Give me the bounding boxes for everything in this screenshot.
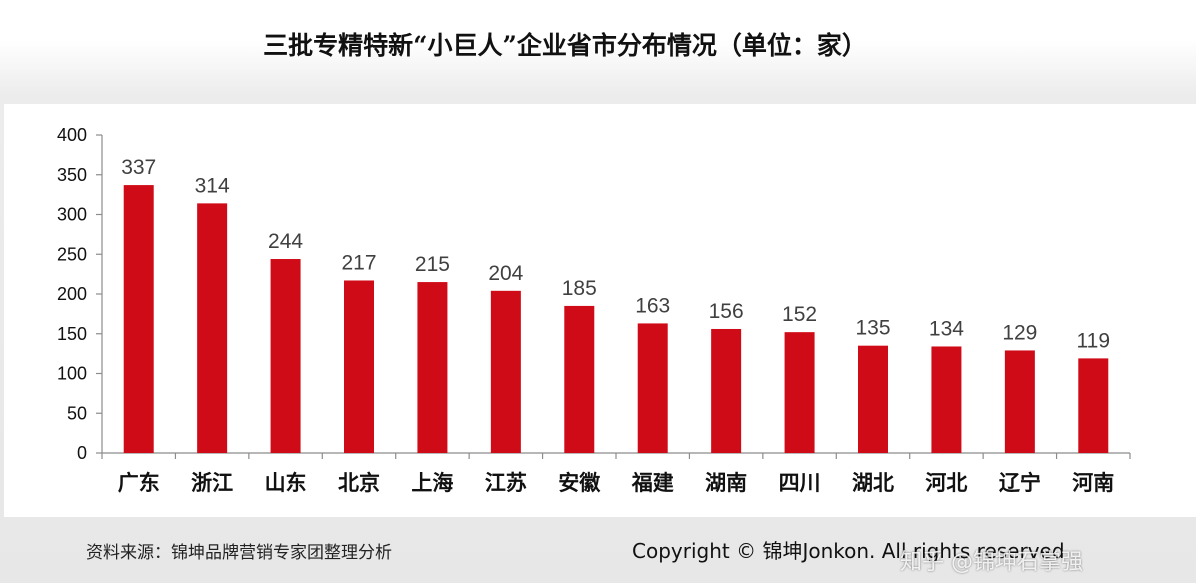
y-tick-label: 200 [57, 284, 87, 304]
y-tick-label: 400 [57, 125, 87, 145]
bar [784, 332, 815, 453]
data-labels: 337 314 244 217 215 204 185 163 156 152 135 134 129 1… [121, 156, 1110, 352]
bar [123, 185, 154, 453]
source-note: 资料来源：锦坤品牌营销专家团整理分析 [86, 543, 392, 563]
bar [270, 259, 301, 453]
x-tick-label: 北京 [338, 471, 380, 495]
data-label: 135 [855, 317, 890, 340]
x-tick-label: 河南 [1072, 471, 1114, 495]
bar-chart: 0 50 100 150 200 250 300 350 400 广东 浙江 山东 北京 上海 江苏 安徽 福… [57, 125, 1131, 495]
data-label: 217 [341, 251, 376, 274]
plot-panel: 0 50 100 150 200 250 300 350 400 广东 浙江 山东 北京 上海 江苏 安徽 福… [4, 104, 1196, 517]
data-label: 152 [782, 303, 817, 326]
y-tick-label: 350 [57, 165, 87, 185]
bar [197, 203, 228, 453]
data-label: 119 [1077, 329, 1110, 352]
y-tick-label: 100 [57, 364, 87, 384]
x-tick-label: 浙江 [191, 471, 233, 495]
bar [858, 345, 888, 453]
data-label: 337 [121, 156, 156, 179]
bar [931, 346, 962, 453]
x-tick-label: 广东 [118, 471, 160, 495]
bar [1004, 350, 1035, 453]
x-tick-label: 河北 [925, 471, 967, 495]
x-tick-label: 安徽 [558, 471, 601, 495]
chart-title: 三批专精特新“小巨人”企业省市分布情况（单位：家） [263, 31, 867, 60]
x-tick-label: 辽宁 [999, 471, 1041, 495]
x-tick-label: 江苏 [485, 471, 527, 495]
x-tick-label: 山东 [265, 471, 307, 495]
data-label: 134 [929, 317, 964, 340]
bar [711, 328, 742, 453]
bar [564, 305, 595, 453]
bar [1078, 358, 1109, 453]
x-axis: 广东 浙江 山东 北京 上海 江苏 安徽 福建 湖南 四川 湖北 河北 辽宁 河南 [101, 452, 1131, 495]
y-tick-label: 0 [77, 443, 87, 463]
x-tick-label: 湖南 [705, 471, 747, 495]
y-tick-label: 150 [57, 324, 87, 344]
data-label: 163 [635, 294, 670, 317]
data-label: 215 [415, 253, 450, 276]
watermark: 知乎 @锦坤石掌强 [900, 550, 1083, 575]
copyright-notice: Copyright © 锦坤Jonkon. All rights reserve… [632, 539, 1065, 563]
data-label: 156 [709, 300, 744, 323]
x-tick-label: 福建 [631, 471, 674, 495]
data-label: 185 [562, 277, 597, 300]
bars [123, 185, 1109, 453]
data-label: 314 [195, 174, 230, 197]
x-tick-label: 四川 [779, 471, 821, 495]
bar [637, 323, 668, 453]
data-label: 204 [488, 262, 523, 285]
bar [417, 282, 448, 453]
bar [490, 290, 521, 453]
y-tick-label: 250 [57, 244, 87, 264]
data-label: 129 [1002, 321, 1037, 344]
bar [344, 280, 374, 453]
y-axis: 0 50 100 150 200 250 300 350 400 [57, 125, 103, 463]
x-tick-label: 湖北 [852, 471, 894, 495]
data-label: 244 [268, 230, 303, 253]
y-tick-label: 50 [67, 403, 87, 423]
y-tick-label: 300 [57, 205, 87, 225]
x-tick-label: 上海 [411, 471, 453, 495]
